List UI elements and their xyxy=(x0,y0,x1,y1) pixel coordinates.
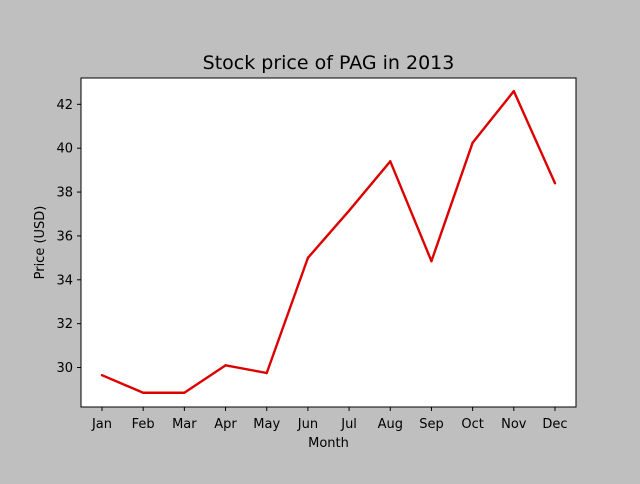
y-axis-ticks: 30 32 34 36 38 40 42 xyxy=(56,98,81,376)
data-point xyxy=(183,391,186,394)
plot-area xyxy=(81,78,576,407)
x-tick-label: Feb xyxy=(132,417,155,432)
data-point xyxy=(265,371,268,375)
data-point xyxy=(306,256,310,260)
series-line-0 xyxy=(101,89,557,394)
y-axis-label: Price (USD) xyxy=(33,206,48,280)
data-point xyxy=(430,259,433,263)
y-tick-label: 34 xyxy=(56,273,73,288)
y-tick-label: 32 xyxy=(56,317,73,332)
data-point xyxy=(512,89,516,93)
y-tick-label: 38 xyxy=(56,186,73,201)
x-tick-label: Oct xyxy=(461,417,483,432)
data-point xyxy=(471,141,474,144)
x-tick-label: Jun xyxy=(297,417,318,432)
x-tick-label: Jul xyxy=(340,417,357,432)
data-point xyxy=(389,160,392,163)
x-tick-label: Apr xyxy=(214,417,237,432)
series-group xyxy=(100,89,557,394)
x-axis-ticks: Jan Feb Mar Apr May Jun Jul Aug Sep Oct Nov Dec xyxy=(91,407,568,432)
x-tick-label: Aug xyxy=(378,417,403,432)
data-point xyxy=(224,364,227,367)
chart-title: Stock price of PAG in 2013 xyxy=(203,52,455,74)
y-tick-label: 30 xyxy=(56,361,73,376)
data-point xyxy=(141,391,145,394)
data-point xyxy=(347,209,351,212)
x-tick-label: Nov xyxy=(501,417,527,432)
y-tick-label: 36 xyxy=(56,229,73,244)
data-point xyxy=(553,182,557,185)
x-tick-label: Dec xyxy=(542,417,567,432)
plot-frame xyxy=(80,77,577,408)
y-tick-label: 42 xyxy=(56,98,73,113)
x-tick-label: Mar xyxy=(172,417,197,432)
x-axis-label: Month xyxy=(308,436,349,451)
data-point xyxy=(100,373,104,377)
x-tick-label: Jan xyxy=(91,417,112,432)
x-tick-label: May xyxy=(253,417,280,432)
x-tick-label: Sep xyxy=(419,417,444,432)
y-tick-label: 40 xyxy=(56,142,73,157)
